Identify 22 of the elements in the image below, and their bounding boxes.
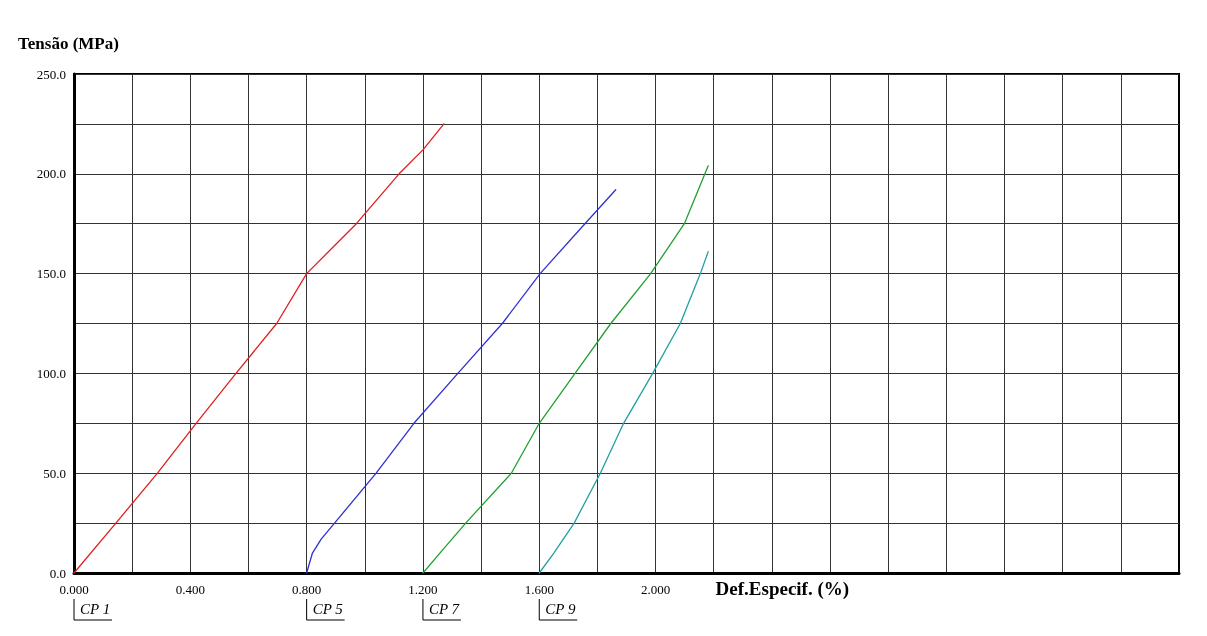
x-tick-label: 1.600: [524, 582, 554, 597]
y-tick-label: 0.0: [49, 565, 66, 581]
line-series: [538, 250, 709, 574]
y-tick-label: 250.0: [36, 66, 66, 82]
y-tick-label: 150.0: [36, 266, 66, 282]
x-tick-label: 1.200: [408, 582, 438, 597]
y-tick-label: 50.0: [43, 465, 66, 481]
line-series: [422, 165, 709, 574]
x-axis-title: Def.Especif. (%): [715, 578, 850, 600]
annotation: CP 5: [312, 600, 344, 617]
line-series: [73, 123, 445, 574]
x-tick-label: 2.000: [640, 582, 671, 597]
annotation: CP 1: [80, 600, 111, 617]
line-series: [305, 189, 617, 574]
x-tick-label: 0.400: [175, 582, 205, 597]
annotation: CP 7: [428, 600, 461, 617]
y-tick-label: 100.0: [36, 365, 66, 381]
y-axis-title: Tensão (MPa): [18, 34, 119, 53]
annotation: CP 9: [545, 600, 576, 617]
y-tick-label: 200.0: [36, 166, 66, 182]
x-tick-label: 0.800: [292, 582, 322, 597]
x-tick-label: 0.000: [59, 582, 89, 597]
